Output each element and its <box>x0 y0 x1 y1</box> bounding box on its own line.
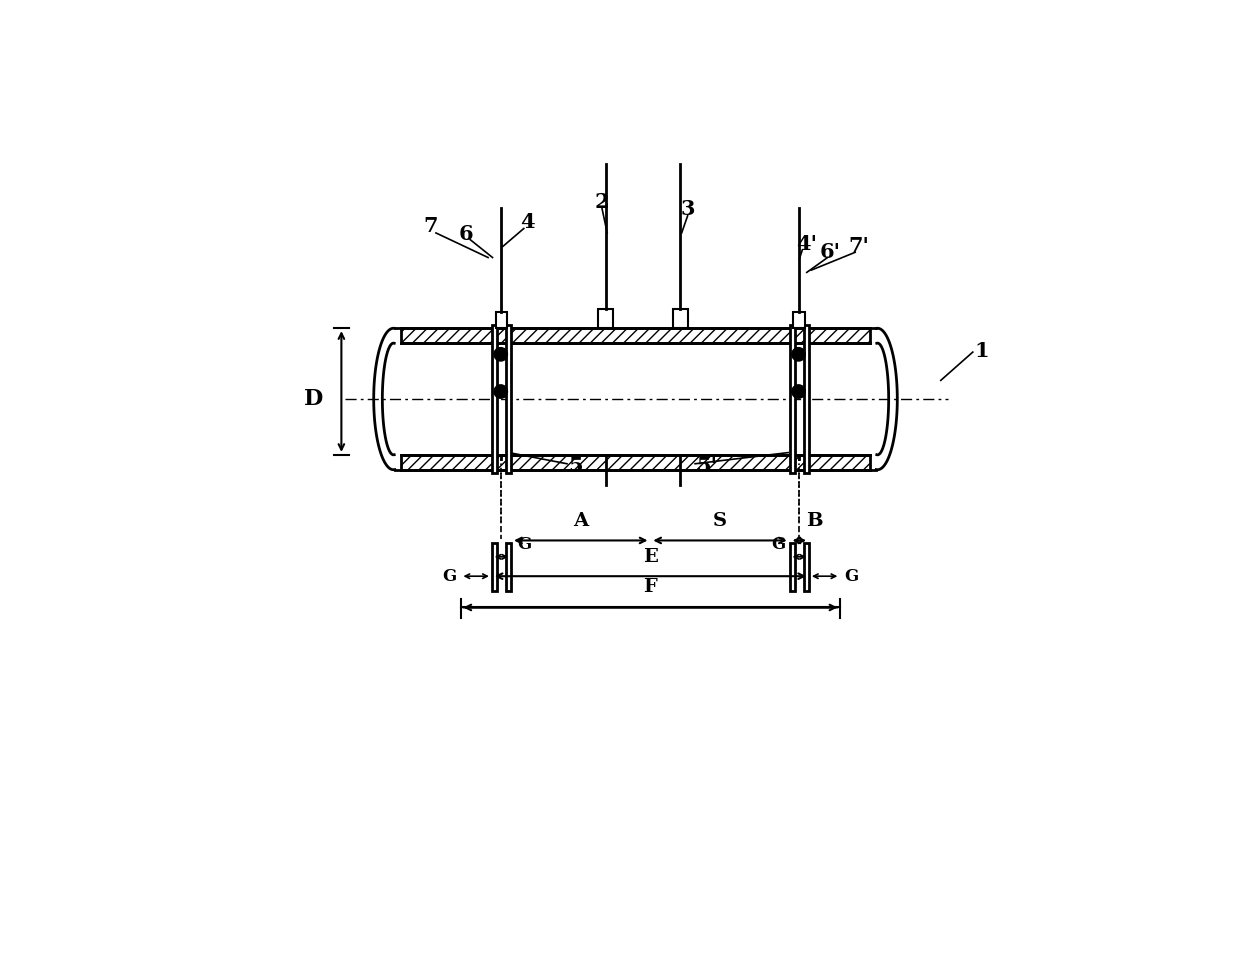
Text: F: F <box>644 578 657 597</box>
Text: 5: 5 <box>568 456 583 476</box>
Text: 4': 4' <box>796 234 817 254</box>
Text: 7: 7 <box>424 217 438 236</box>
Bar <box>598 308 613 328</box>
Circle shape <box>494 385 507 398</box>
Text: S: S <box>713 513 727 530</box>
Circle shape <box>494 347 507 361</box>
Text: 4: 4 <box>521 212 534 232</box>
Text: A: A <box>573 513 588 530</box>
Circle shape <box>792 347 805 361</box>
Circle shape <box>792 385 805 398</box>
Text: 7': 7' <box>848 236 869 256</box>
Bar <box>492 325 497 474</box>
Bar <box>804 325 808 474</box>
Bar <box>804 542 808 591</box>
Bar <box>496 312 507 328</box>
Text: E: E <box>644 547 658 566</box>
Text: B: B <box>806 513 822 530</box>
Text: G: G <box>443 568 456 585</box>
Bar <box>794 312 805 328</box>
Bar <box>401 328 870 343</box>
Text: 6: 6 <box>459 223 472 244</box>
Bar <box>673 308 688 328</box>
Bar <box>790 325 795 474</box>
Text: G: G <box>844 568 858 585</box>
Text: 6': 6' <box>820 242 841 261</box>
Bar <box>506 325 511 474</box>
Text: 3: 3 <box>681 199 694 220</box>
Text: G: G <box>771 536 785 553</box>
Text: 5': 5' <box>697 456 718 476</box>
Text: D: D <box>304 388 322 410</box>
Bar <box>506 542 511 591</box>
Text: G: G <box>517 536 532 553</box>
Text: 1: 1 <box>975 340 990 361</box>
Bar <box>492 542 497 591</box>
Bar <box>401 454 870 470</box>
Bar <box>790 542 795 591</box>
Text: 2: 2 <box>595 191 609 212</box>
